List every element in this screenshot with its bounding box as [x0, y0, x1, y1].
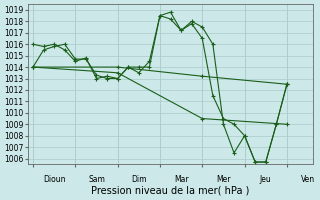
Text: Mer: Mer [216, 175, 231, 184]
Text: Dioun: Dioun [43, 175, 65, 184]
X-axis label: Pression niveau de la mer( hPa ): Pression niveau de la mer( hPa ) [91, 186, 250, 196]
Text: Jeu: Jeu [260, 175, 272, 184]
Text: Dim: Dim [131, 175, 147, 184]
Text: Mar: Mar [174, 175, 188, 184]
Text: Sam: Sam [88, 175, 105, 184]
Text: Ven: Ven [301, 175, 315, 184]
